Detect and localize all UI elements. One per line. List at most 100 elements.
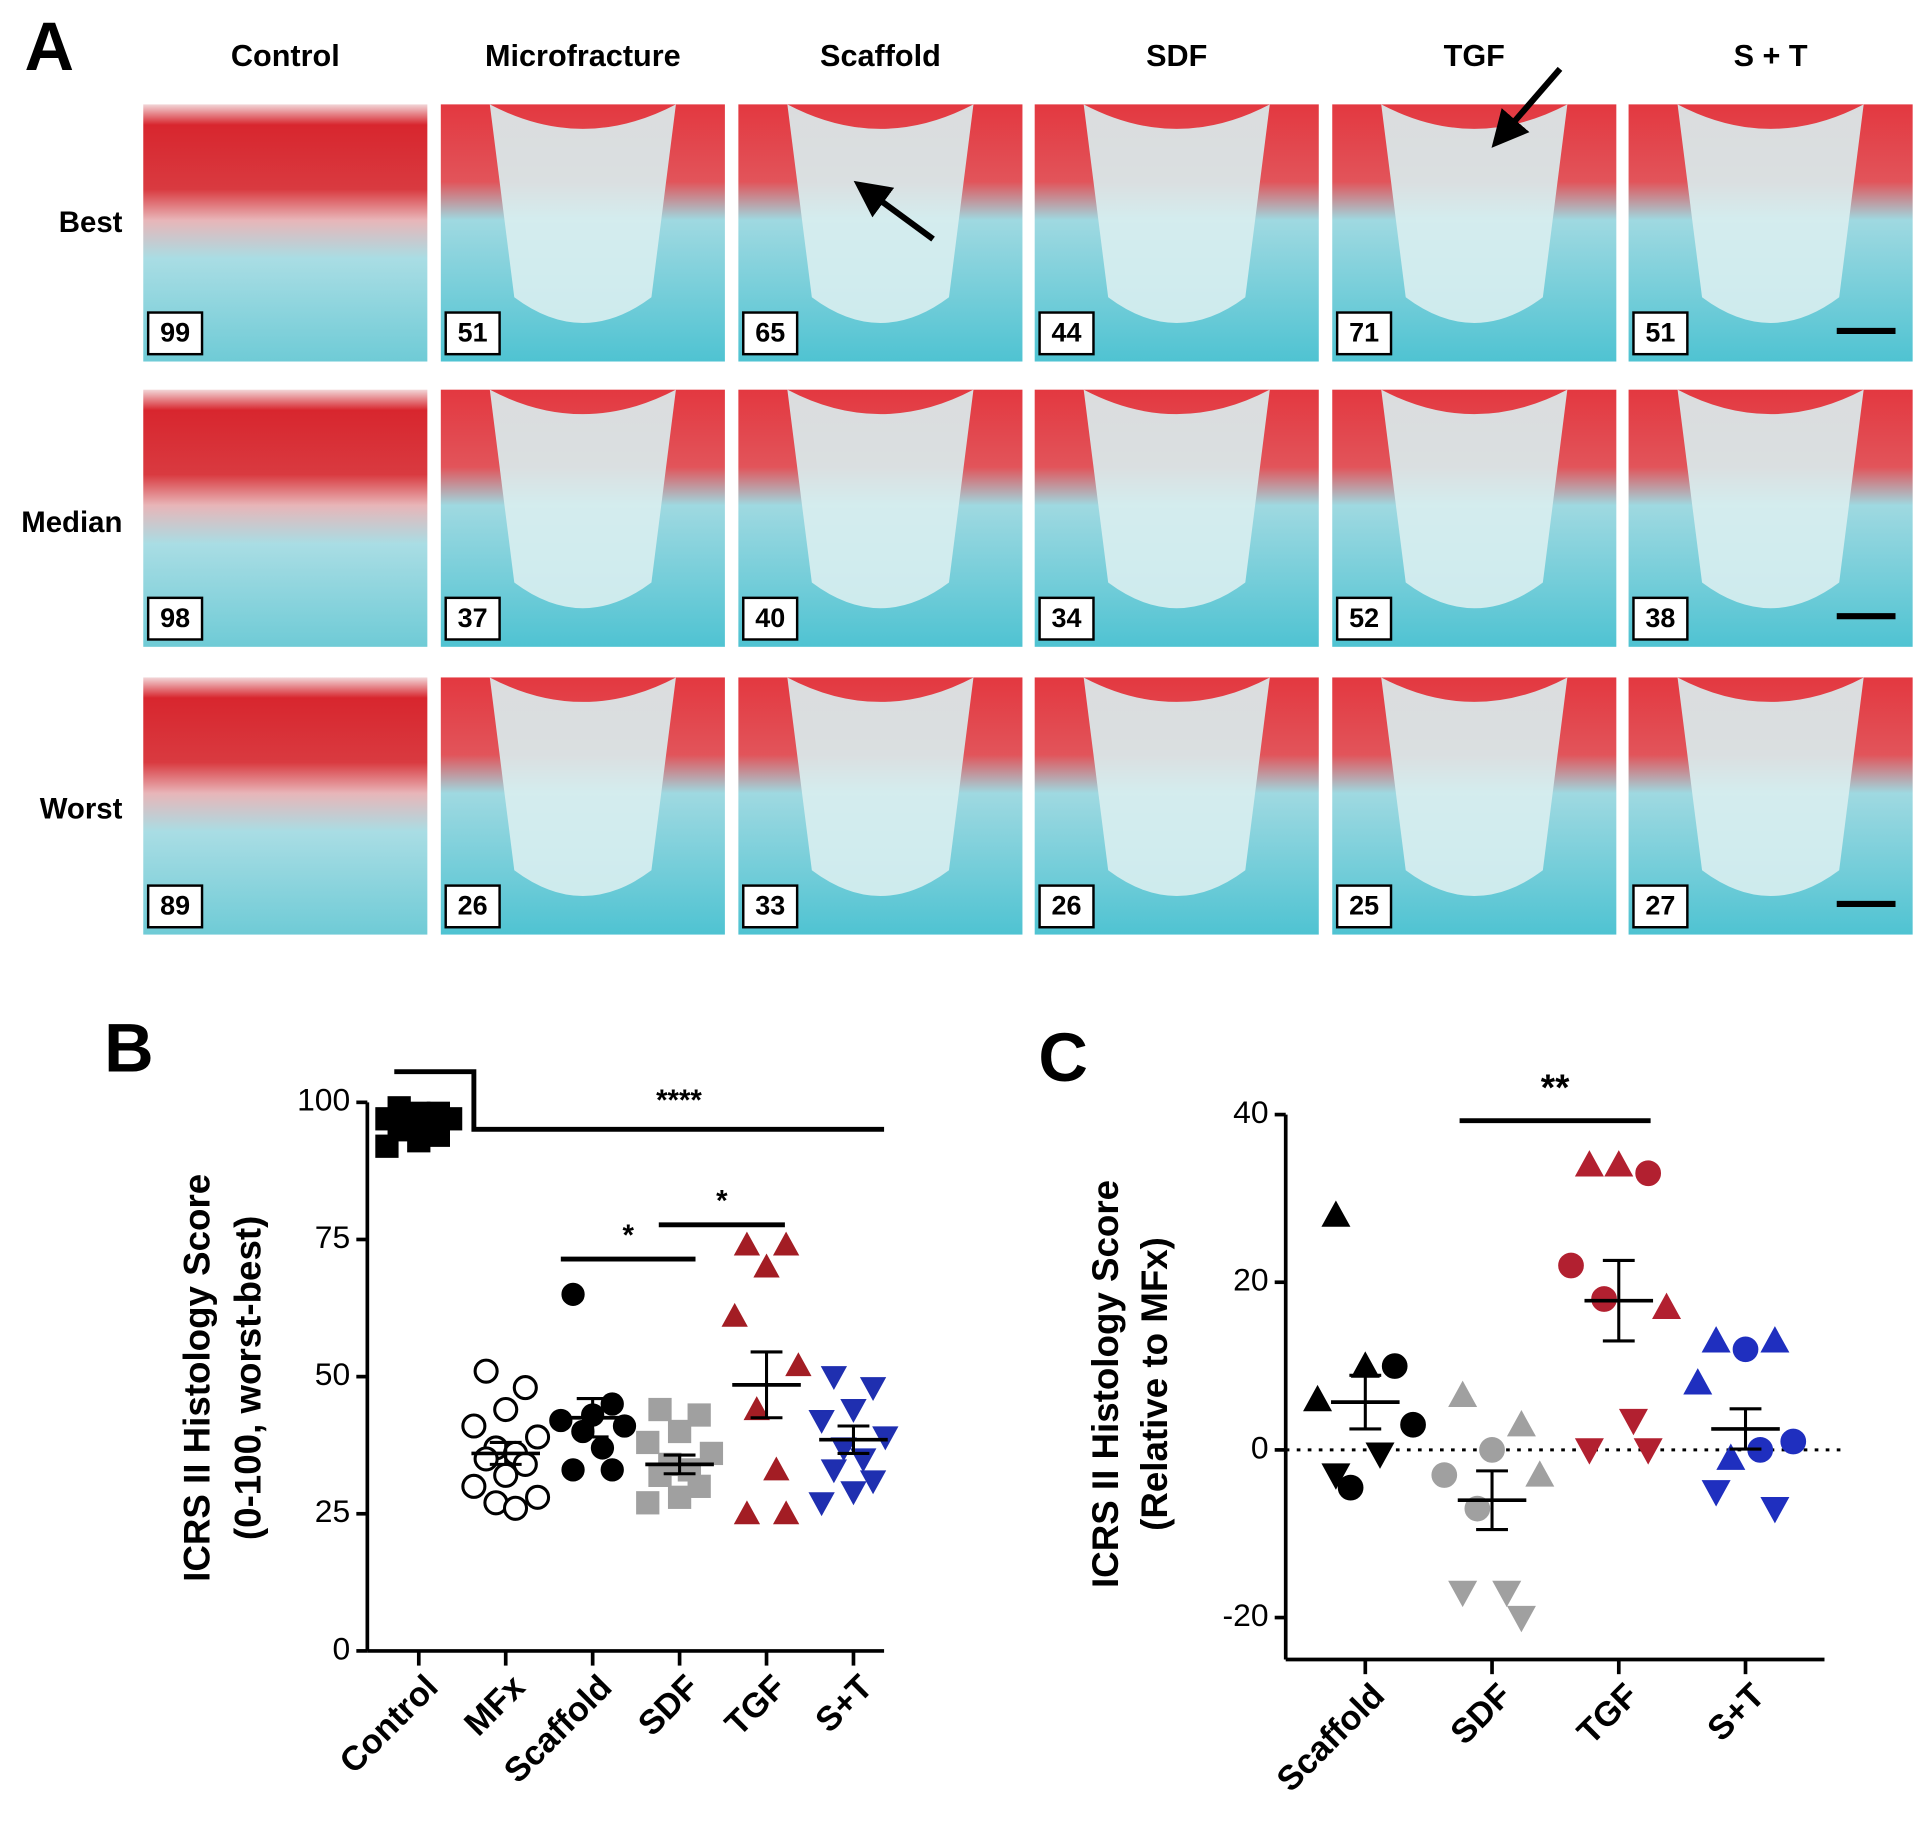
data-point	[512, 1375, 538, 1401]
score-box	[1335, 596, 1393, 641]
data-point	[859, 1377, 887, 1401]
data-point	[1506, 1605, 1536, 1633]
column-label: Scaffold	[820, 39, 941, 73]
data-point	[600, 1458, 624, 1482]
column-label: Control	[231, 39, 340, 73]
error-bar	[750, 1350, 783, 1420]
data-point	[1492, 1580, 1522, 1608]
score: 71	[1349, 318, 1379, 348]
x-tick-label: Scaffold	[1270, 1677, 1392, 1799]
column-label: Microfracture	[485, 39, 681, 73]
data-point	[407, 1129, 431, 1153]
y-tick-label: -20	[1223, 1597, 1269, 1633]
data-point	[648, 1397, 672, 1422]
x-tick-label: Control	[333, 1668, 446, 1781]
data-point	[1464, 1495, 1491, 1522]
score: 34	[1052, 603, 1082, 633]
score-box	[742, 596, 799, 641]
data-point	[733, 1231, 761, 1256]
y-tick-label: 75	[315, 1219, 350, 1255]
score-box	[1632, 311, 1689, 356]
data-point	[612, 1414, 637, 1438]
score-box	[1335, 311, 1393, 356]
arrow	[1491, 66, 1563, 148]
data-point	[1683, 1368, 1713, 1395]
data-point	[461, 1413, 487, 1439]
score-box	[444, 311, 501, 356]
score: 51	[458, 318, 488, 348]
data-point	[1716, 1443, 1746, 1470]
data-point	[743, 1396, 770, 1421]
y-axis-label: ICRS II Histology Score	[1085, 1180, 1126, 1588]
score: 99	[160, 318, 190, 348]
score-box	[1632, 884, 1689, 929]
score: 37	[458, 603, 488, 633]
data-point	[1337, 1474, 1364, 1501]
y-tick-label: 100	[297, 1082, 350, 1118]
data-point	[733, 1500, 761, 1525]
score-box	[444, 596, 501, 641]
score: 51	[1645, 318, 1675, 348]
column-label: S + T	[1734, 39, 1808, 73]
score-box	[1038, 311, 1095, 356]
score-box	[742, 884, 799, 929]
data-point	[590, 1436, 615, 1460]
score: 44	[1052, 318, 1082, 348]
x-tick-label: S+T	[808, 1668, 880, 1740]
panel-letter: C	[1038, 1019, 1088, 1096]
data-point	[648, 1463, 672, 1487]
data-point	[461, 1473, 487, 1499]
data-point	[699, 1441, 724, 1466]
data-point	[525, 1424, 551, 1450]
data-point	[1701, 1326, 1731, 1353]
data-point	[636, 1491, 660, 1515]
data-point	[525, 1484, 551, 1510]
defect-region	[1677, 389, 1864, 609]
y-tick-label: 40	[1233, 1094, 1268, 1130]
row-label: Worst	[40, 793, 123, 826]
defect-region	[1381, 104, 1568, 323]
score-box	[1632, 596, 1689, 641]
defect-region	[1381, 677, 1568, 897]
data-point	[820, 1366, 848, 1391]
data-point	[1732, 1336, 1759, 1363]
data-point	[1431, 1462, 1458, 1488]
data-point	[1760, 1496, 1790, 1524]
score: 98	[160, 603, 190, 633]
defect-region	[787, 389, 974, 609]
score: 25	[1349, 891, 1379, 921]
error-bar	[1349, 1373, 1382, 1431]
data-point	[772, 1231, 800, 1256]
data-point	[1525, 1460, 1555, 1487]
error-bar	[576, 1397, 609, 1439]
x-tick-label: TGF	[1570, 1677, 1645, 1752]
data-point	[753, 1253, 780, 1278]
score: 65	[755, 318, 785, 348]
data-point	[375, 1134, 399, 1158]
score-box	[1038, 596, 1095, 641]
x-tick-label: SDF	[1443, 1677, 1518, 1752]
data-point	[1635, 1160, 1662, 1187]
y-tick-label: 25	[315, 1493, 350, 1529]
data-point	[1365, 1442, 1395, 1469]
significance-bar	[394, 1069, 885, 1132]
data-point	[763, 1456, 790, 1481]
y-axis-label: ICRS II Histology Score	[176, 1174, 217, 1582]
data-point	[473, 1446, 499, 1472]
defect-region	[489, 389, 676, 609]
score: 40	[755, 603, 785, 633]
score-box	[146, 884, 204, 929]
data-point	[561, 1458, 585, 1482]
error-bar	[663, 1453, 696, 1476]
significance-label: *	[716, 1185, 728, 1218]
data-point	[1448, 1580, 1478, 1608]
data-point	[1506, 1410, 1536, 1437]
data-point	[636, 1430, 660, 1455]
error-bar	[1602, 1258, 1635, 1343]
defect-region	[1677, 677, 1864, 897]
data-point	[561, 1282, 585, 1306]
score: 38	[1645, 603, 1675, 633]
y-tick-label: 0	[1251, 1429, 1269, 1465]
data-point	[493, 1396, 519, 1423]
score-box	[1038, 884, 1095, 929]
